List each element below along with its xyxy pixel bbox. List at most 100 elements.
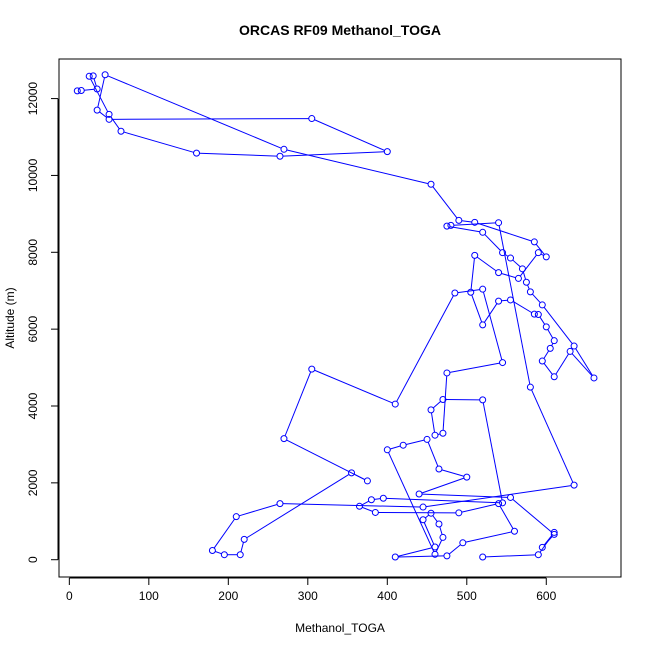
series-segment [499,505,514,529]
data-point [495,297,503,305]
series-segment [423,522,435,545]
series-segment [362,506,373,512]
x-tick-label: 100 [139,589,159,603]
series-segment [482,402,503,500]
series-segment [543,350,550,359]
data-point [391,553,399,561]
series-segment [246,474,350,539]
series-segment [238,503,278,517]
series-segment [99,111,108,118]
data-point [570,481,578,489]
y-tick-label: 0 [26,556,40,563]
data-point [371,508,379,516]
data-point [439,533,447,541]
series-segment [512,259,521,268]
series-segment [314,119,385,151]
data-point [546,344,554,352]
data-point [220,551,228,559]
data-point [105,110,113,118]
series-segment [441,469,465,477]
data-point [276,152,284,160]
series-segment [240,542,244,552]
data-point [526,288,534,296]
series-0 [73,71,598,561]
series-segment [390,445,401,450]
series-segment [531,389,574,483]
series-segment [519,254,537,277]
data-point [479,553,487,561]
series-segment [535,243,545,255]
series-segment [421,477,465,494]
series-segment [575,348,593,376]
data-point [455,509,463,517]
series-segment [476,256,497,272]
series-segment [512,499,553,533]
series-segment [282,503,421,508]
x-tick-label: 300 [298,589,318,603]
data-point [538,301,546,309]
series-segment [199,152,278,157]
data-point [105,115,113,123]
series-segment [430,412,436,433]
series-segment [485,554,536,558]
data-point [431,543,439,551]
data-point [538,357,546,365]
series-segment [442,375,448,431]
series-segment [396,295,454,402]
series-segment [540,253,544,256]
data-point [443,369,451,377]
data-point [89,72,97,80]
series-segment [482,291,503,360]
x-tick-label: 200 [218,589,238,603]
series-segment [374,498,381,500]
y-tick-label: 10000 [26,158,40,192]
data-point [117,127,125,135]
series-segment [484,234,501,251]
x-tick-label: 0 [66,589,73,603]
series-segment [539,534,553,553]
data-point [435,520,443,528]
data-point [499,359,507,367]
data-point [479,396,487,404]
data-point [193,149,201,157]
data-point [232,513,240,521]
series-segment [90,78,109,112]
series-segment [97,77,105,108]
y-tick-label: 8000 [26,239,40,266]
data-point [419,503,427,511]
y-tick-label: 2000 [26,469,40,496]
data-point [383,446,391,454]
series-segment [286,149,429,185]
series-segment [388,452,435,552]
data-point [463,473,471,481]
data-point [308,115,316,123]
data-point [499,499,507,507]
data-point [534,311,542,319]
series-segment [457,289,480,294]
data-point [495,500,503,508]
x-tick-label: 500 [457,589,477,603]
series-segment [501,299,508,302]
data-point [276,500,284,508]
series-segment [498,225,531,385]
data-point [379,494,387,502]
data-point [518,265,526,273]
data-point [391,400,399,408]
data-point [550,337,558,345]
series-segment [425,485,572,508]
series-segment [539,316,546,325]
chart-title: ORCAS RF09 Methanol_TOGA [239,22,441,38]
series-segment [532,293,541,304]
data-point [431,431,439,439]
data-point [399,441,407,449]
y-axis: 0 2000 4000 6000 8000 10000 12000 [26,82,59,563]
data-point [308,365,316,373]
data-point [367,496,375,504]
series-segment [361,500,370,506]
data-point [507,254,515,262]
data-point [443,222,451,230]
series-segment [93,78,97,87]
series-segment [547,329,554,339]
data-point [280,145,288,153]
data-point [522,278,530,286]
